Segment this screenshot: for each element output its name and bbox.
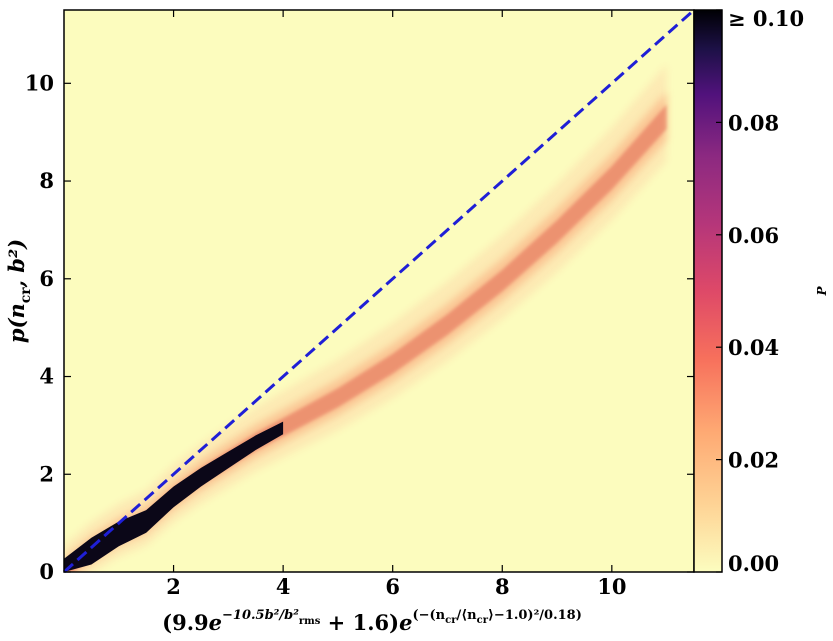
- colorbar-tick-label: 0.02: [728, 448, 779, 473]
- colorbar: [694, 10, 722, 572]
- density-heatmap: [64, 64, 667, 572]
- x-tick-label: 8: [495, 574, 510, 599]
- y-axis-label: p(ncr, b²): [4, 239, 34, 343]
- x-axis-label-exp1-base: e: [209, 610, 222, 635]
- y-tick-label: 8: [39, 168, 54, 193]
- x-tick-label: 2: [166, 574, 181, 599]
- y-tick-label: 6: [39, 266, 54, 291]
- colorbar-ticks: 0.00 0.02 0.04 0.06 0.08 ≥ 0.10: [716, 6, 804, 576]
- x-axis-label-exp1: −10.5b²/b²: [222, 608, 299, 623]
- x-tick-label: 10: [597, 574, 626, 599]
- x-axis-label-exp2-base: e: [399, 610, 412, 635]
- colorbar-label: P: [815, 286, 829, 297]
- x-axis-label-exp2-b: /⟨n: [456, 608, 477, 623]
- x-axis-label-exp1-subscript: rms: [299, 616, 321, 627]
- colorbar-tick-label: 0.04: [728, 335, 779, 360]
- y-axis: 0 2 4 6 8 10: [25, 70, 694, 584]
- colorbar-frame: [693, 9, 723, 573]
- x-axis-label-mid: + 1.6): [320, 610, 399, 635]
- x-axis-label-exp2-subscript-2: cr: [477, 615, 489, 626]
- y-tick-label: 4: [39, 364, 54, 389]
- colorbar-tick-label: ≥ 0.10: [728, 6, 804, 31]
- y-axis-label-subscript: cr: [18, 287, 34, 304]
- x-axis-label-exp2-a: (−(n: [412, 608, 445, 623]
- y-tick-label: 2: [39, 461, 54, 486]
- density-halo: [64, 64, 667, 572]
- x-axis: 2 4 6 8 10: [166, 10, 626, 599]
- x-axis-label-exp2-subscript-1: cr: [445, 615, 457, 626]
- x-axis-label-prefix: (9.9: [162, 610, 208, 635]
- density-core: [64, 421, 284, 572]
- colorbar-tick-label: 0.08: [728, 110, 779, 135]
- y-axis-label-tail: , b²): [4, 239, 29, 288]
- identity-reference-line: [63, 8, 695, 574]
- x-tick-label: 4: [276, 574, 291, 599]
- y-axis-label-main: p(n: [4, 303, 29, 343]
- colorbar-tick-label: 0.00: [728, 551, 779, 576]
- y-tick-label: 0: [39, 559, 54, 584]
- x-axis-label-exp2-c: ⟩−1.0)²/0.18): [488, 608, 582, 623]
- x-axis-label: (9.9e−10.5b²/b²rms + 1.6)e(−(ncr/⟨ncr⟩−1…: [162, 608, 582, 635]
- density-band-outer: [64, 91, 667, 572]
- colorbar-tick-label: 0.06: [728, 223, 779, 248]
- x-tick-label: 6: [385, 574, 400, 599]
- y-tick-label: 10: [25, 70, 54, 95]
